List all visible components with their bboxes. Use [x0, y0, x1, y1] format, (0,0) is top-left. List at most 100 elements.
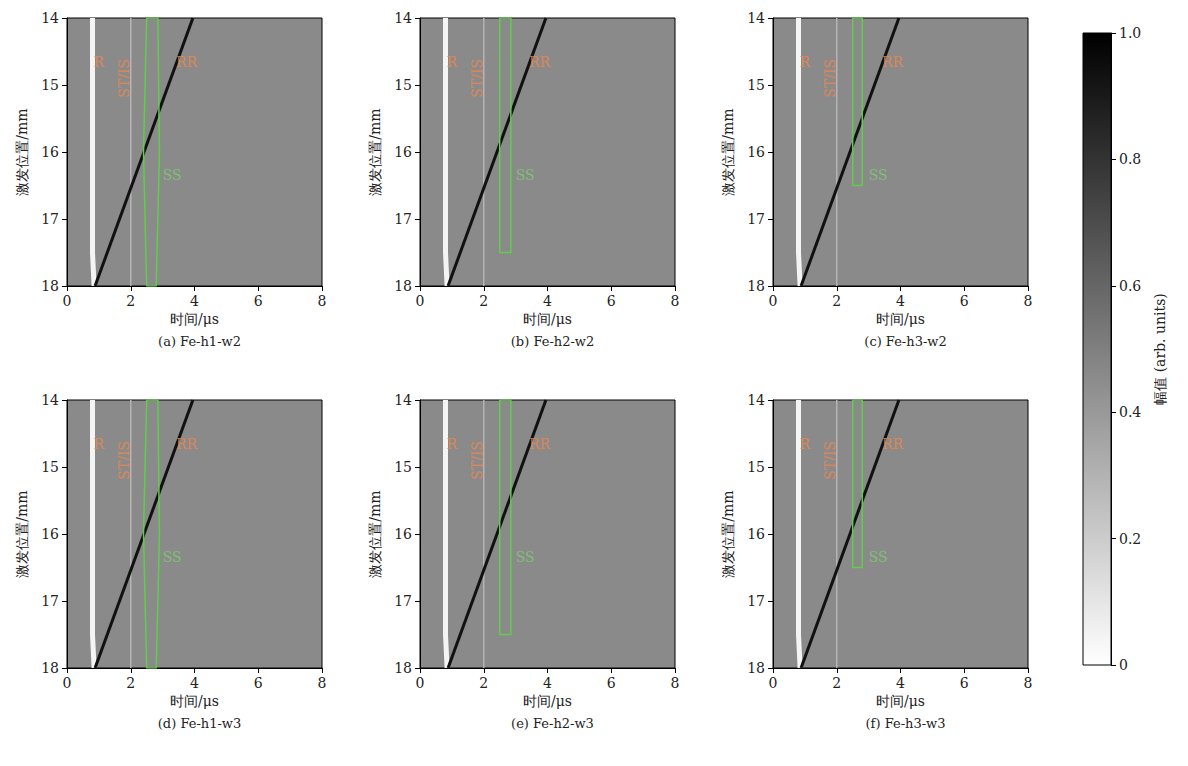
svg-text:激发位置/mm: 激发位置/mm: [720, 108, 736, 195]
svg-text:6: 6: [254, 675, 263, 691]
svg-text:激发位置/mm: 激发位置/mm: [367, 490, 383, 577]
svg-text:时间/μs: 时间/μs: [170, 693, 219, 709]
svg-text:0.6: 0.6: [1119, 278, 1141, 294]
svg-text:8: 8: [1024, 293, 1033, 309]
svg-text:17: 17: [394, 211, 412, 227]
svg-text:6: 6: [960, 675, 969, 691]
svg-text:17: 17: [394, 593, 412, 609]
svg-text:18: 18: [747, 660, 765, 676]
svg-text:4: 4: [543, 293, 552, 309]
svg-text:18: 18: [41, 660, 59, 676]
svg-text:R: R: [94, 436, 105, 452]
svg-text:0: 0: [63, 293, 72, 309]
svg-text:2: 2: [479, 675, 488, 691]
svg-text:8: 8: [671, 293, 680, 309]
svg-text:14: 14: [41, 392, 59, 408]
svg-text:14: 14: [747, 10, 765, 26]
svg-text:ST/IS: ST/IS: [116, 59, 132, 98]
svg-text:17: 17: [41, 211, 59, 227]
svg-text:0.4: 0.4: [1119, 404, 1141, 420]
svg-text:RR: RR: [882, 436, 904, 452]
svg-text:6: 6: [607, 293, 616, 309]
svg-text:16: 16: [41, 144, 59, 160]
svg-text:4: 4: [190, 675, 199, 691]
svg-text:(d) Fe-h1-w3: (d) Fe-h1-w3: [158, 716, 241, 731]
svg-text:2: 2: [479, 293, 488, 309]
svg-text:R: R: [800, 436, 811, 452]
svg-text:4: 4: [190, 293, 199, 309]
svg-text:4: 4: [896, 675, 905, 691]
svg-text:0.8: 0.8: [1119, 151, 1141, 167]
svg-text:时间/μs: 时间/μs: [523, 693, 572, 709]
svg-text:16: 16: [41, 526, 59, 542]
svg-text:RR: RR: [529, 436, 551, 452]
svg-text:0: 0: [769, 675, 778, 691]
svg-text:0: 0: [1119, 657, 1128, 673]
svg-text:时间/μs: 时间/μs: [523, 311, 572, 327]
svg-text:R: R: [94, 54, 105, 70]
svg-text:17: 17: [747, 211, 765, 227]
svg-text:SS: SS: [163, 549, 182, 565]
svg-text:SS: SS: [516, 167, 535, 183]
svg-text:0: 0: [769, 293, 778, 309]
svg-text:RR: RR: [176, 436, 198, 452]
svg-text:14: 14: [747, 392, 765, 408]
svg-text:0: 0: [63, 675, 72, 691]
svg-text:8: 8: [318, 293, 327, 309]
svg-text:15: 15: [394, 459, 412, 475]
svg-text:18: 18: [41, 278, 59, 294]
svg-text:15: 15: [41, 459, 59, 475]
svg-text:(c) Fe-h3-w2: (c) Fe-h3-w2: [864, 334, 946, 349]
svg-text:SS: SS: [516, 549, 535, 565]
svg-text:6: 6: [254, 293, 263, 309]
svg-text:6: 6: [607, 675, 616, 691]
svg-text:2: 2: [126, 293, 135, 309]
svg-text:ST/IS: ST/IS: [822, 441, 838, 480]
svg-text:R: R: [447, 54, 458, 70]
svg-text:ST/IS: ST/IS: [116, 441, 132, 480]
svg-text:16: 16: [394, 526, 412, 542]
svg-text:SS: SS: [869, 549, 888, 565]
svg-text:8: 8: [671, 675, 680, 691]
svg-text:15: 15: [41, 77, 59, 93]
svg-text:SS: SS: [869, 167, 888, 183]
svg-text:17: 17: [41, 593, 59, 609]
svg-text:16: 16: [747, 526, 765, 542]
svg-text:8: 8: [318, 675, 327, 691]
svg-text:ST/IS: ST/IS: [469, 441, 485, 480]
svg-text:时间/μs: 时间/μs: [876, 311, 925, 327]
svg-text:R: R: [447, 436, 458, 452]
svg-text:1.0: 1.0: [1119, 25, 1141, 41]
svg-text:激发位置/mm: 激发位置/mm: [720, 490, 736, 577]
svg-text:RR: RR: [882, 54, 904, 70]
svg-text:SS: SS: [163, 167, 182, 183]
svg-text:18: 18: [394, 660, 412, 676]
svg-text:17: 17: [747, 593, 765, 609]
svg-text:RR: RR: [529, 54, 551, 70]
svg-text:RR: RR: [176, 54, 198, 70]
svg-text:8: 8: [1024, 675, 1033, 691]
svg-text:0: 0: [416, 675, 425, 691]
svg-text:14: 14: [394, 392, 412, 408]
svg-text:时间/μs: 时间/μs: [170, 311, 219, 327]
svg-text:15: 15: [747, 459, 765, 475]
svg-text:2: 2: [832, 293, 841, 309]
svg-text:14: 14: [394, 10, 412, 26]
svg-text:14: 14: [41, 10, 59, 26]
svg-text:2: 2: [126, 675, 135, 691]
svg-text:0.2: 0.2: [1119, 531, 1141, 547]
svg-text:4: 4: [896, 293, 905, 309]
svg-text:(b) Fe-h2-w2: (b) Fe-h2-w2: [511, 334, 594, 349]
svg-text:0: 0: [416, 293, 425, 309]
svg-text:激发位置/mm: 激发位置/mm: [14, 490, 30, 577]
svg-text:6: 6: [960, 293, 969, 309]
svg-text:18: 18: [394, 278, 412, 294]
svg-text:4: 4: [543, 675, 552, 691]
svg-text:18: 18: [747, 278, 765, 294]
svg-text:(a) Fe-h1-w2: (a) Fe-h1-w2: [158, 334, 241, 349]
svg-text:激发位置/mm: 激发位置/mm: [14, 108, 30, 195]
svg-text:16: 16: [394, 144, 412, 160]
svg-text:15: 15: [747, 77, 765, 93]
svg-text:R: R: [800, 54, 811, 70]
svg-text:16: 16: [747, 144, 765, 160]
